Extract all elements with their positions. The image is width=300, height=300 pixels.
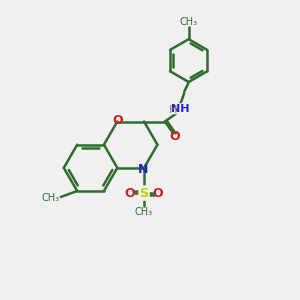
Text: N: N <box>138 163 148 176</box>
Text: O: O <box>153 187 163 200</box>
Text: CH₃: CH₃ <box>180 17 198 27</box>
Text: O: O <box>169 130 180 143</box>
Text: O: O <box>112 113 123 127</box>
Text: CH₃: CH₃ <box>135 207 153 218</box>
Text: O: O <box>125 187 135 200</box>
Text: NH: NH <box>171 104 190 114</box>
Text: CH₃: CH₃ <box>41 194 59 203</box>
Text: H: H <box>169 105 177 115</box>
Text: S: S <box>140 187 148 200</box>
